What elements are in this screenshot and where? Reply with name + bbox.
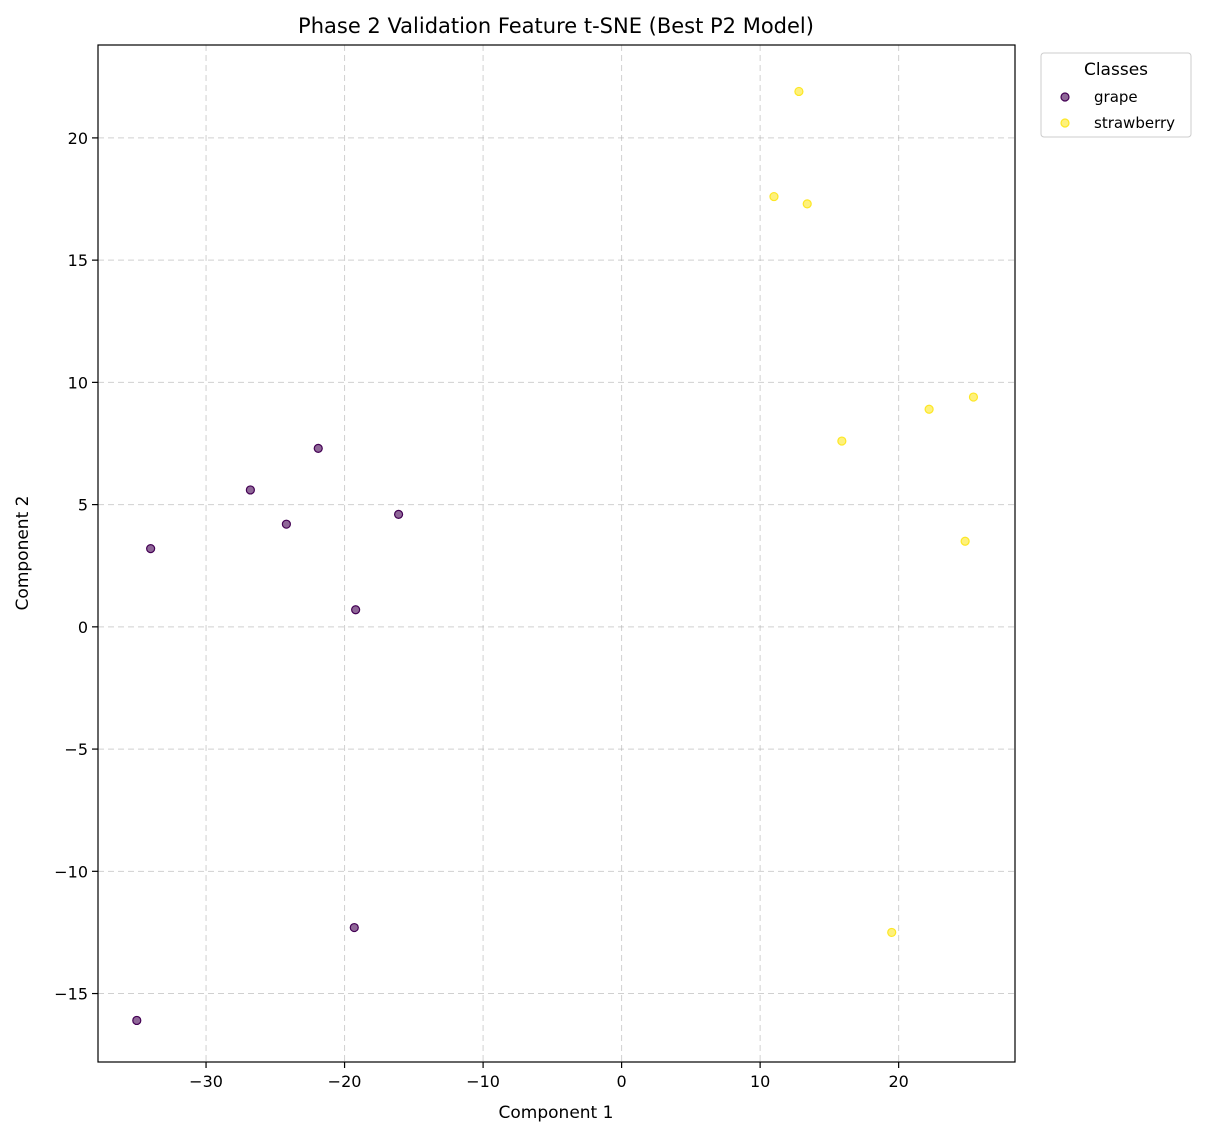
legend-label-grape: grape	[1094, 88, 1138, 106]
legend-marker-grape	[1060, 92, 1070, 102]
y-tick-label: 20	[68, 129, 88, 148]
y-axis-ticks: −15 −10 −5 0 5 10 15 20	[54, 129, 98, 1004]
data-points	[132, 86, 979, 1026]
point-strawberry	[769, 191, 779, 202]
x-tick-label: −20	[328, 1072, 362, 1091]
point-grape	[349, 922, 359, 933]
point-strawberry	[794, 86, 804, 97]
legend-box	[1040, 52, 1192, 138]
point-grape	[281, 519, 291, 529]
y-tick-label: −15	[54, 985, 88, 1004]
point-strawberry	[837, 436, 847, 446]
y-tick-label: 5	[78, 496, 88, 515]
x-tick-label: 20	[888, 1072, 908, 1091]
y-tick-label: −5	[64, 740, 88, 759]
point-grape	[393, 509, 404, 519]
x-tick-label: −10	[466, 1072, 500, 1091]
y-tick-label: 0	[78, 618, 88, 637]
point-grape	[351, 605, 361, 615]
legend-marker-strawberry	[1060, 118, 1070, 128]
legend-entries: grape strawberry	[1060, 88, 1175, 132]
legend-title: Classes	[1084, 60, 1148, 80]
legend-label-strawberry: strawberry	[1094, 114, 1175, 132]
x-tick-label: −30	[189, 1072, 223, 1091]
y-tick-label: 15	[68, 251, 88, 270]
legend: Classes grape strawberry	[1040, 52, 1192, 138]
point-grape	[245, 485, 255, 495]
point-grape	[132, 1015, 142, 1026]
point-strawberry	[924, 404, 934, 414]
x-tick-label: 0	[617, 1072, 627, 1091]
point-grape	[313, 443, 323, 453]
point-grape	[146, 544, 156, 554]
x-axis-label: Component 1	[499, 1103, 614, 1123]
x-tick-label: 10	[750, 1072, 770, 1091]
y-axis-label: Component 2	[13, 496, 33, 611]
chart-title: Phase 2 Validation Feature t-SNE (Best P…	[298, 14, 814, 38]
y-tick-label: −10	[54, 862, 88, 881]
point-strawberry	[968, 392, 979, 402]
point-strawberry	[802, 199, 812, 209]
x-axis-ticks: −30 −20 −10 0 10 20	[189, 1062, 909, 1091]
point-strawberry	[960, 536, 970, 546]
plot-area-frame	[97, 44, 1016, 1063]
point-strawberry	[887, 927, 897, 938]
y-tick-label: 10	[68, 373, 88, 392]
grid-lines	[98, 45, 1015, 1062]
